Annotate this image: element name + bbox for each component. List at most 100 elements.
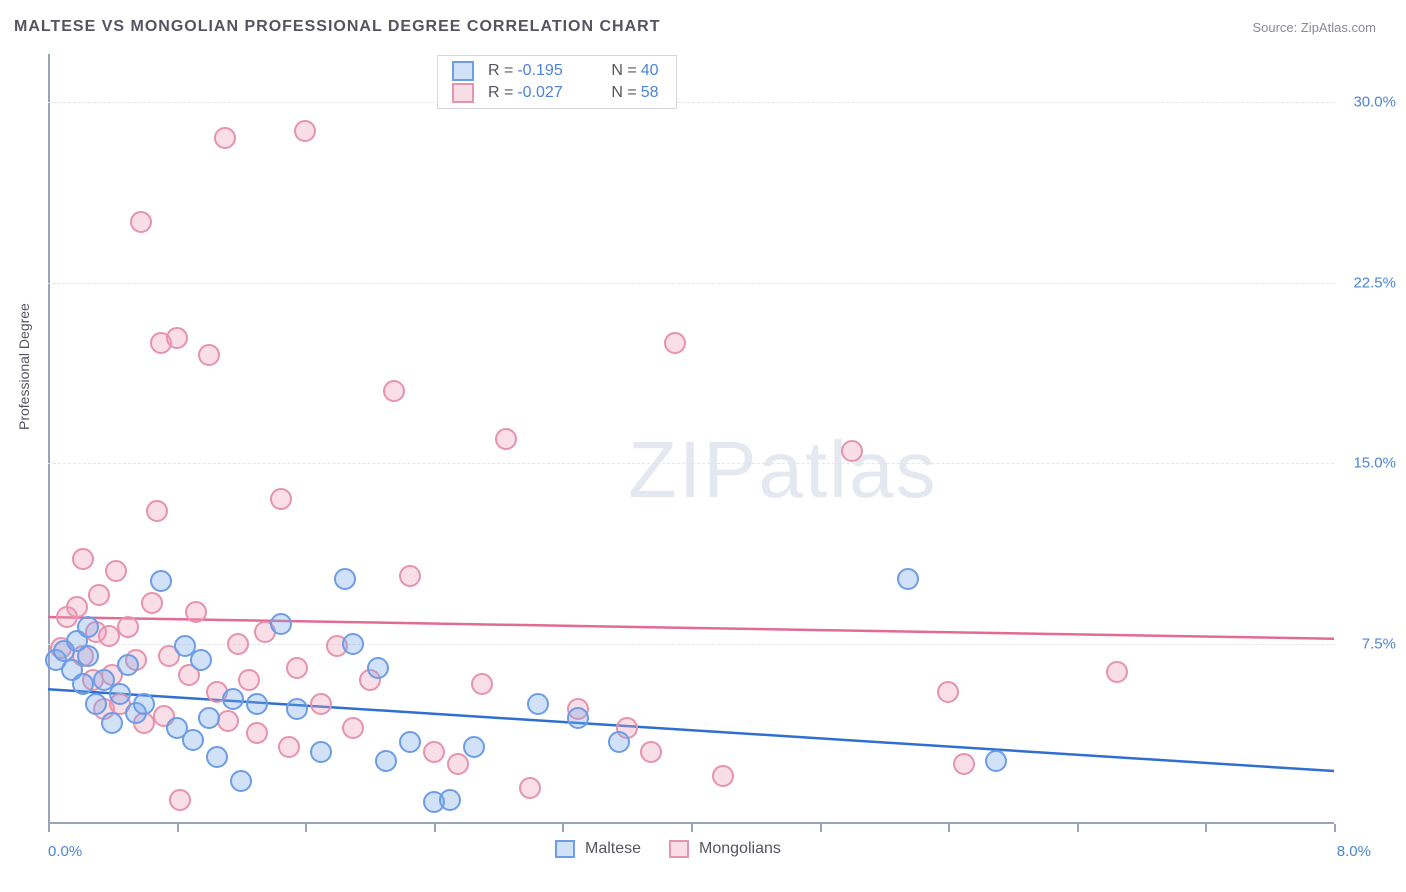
x-tick [305,824,307,832]
data-point [375,750,397,772]
x-tick [1334,824,1336,832]
data-point [190,649,212,671]
r-label: R = [488,62,513,80]
data-point [198,344,220,366]
source-attribution: Source: ZipAtlas.com [1252,20,1376,35]
data-point [101,712,123,734]
x-tick [820,824,822,832]
data-point [897,568,919,590]
data-point [222,688,244,710]
n-label: N = [611,84,636,102]
data-point [640,741,662,763]
chart-title: MALTESE VS MONGOLIAN PROFESSIONAL DEGREE… [14,18,660,36]
data-point [423,741,445,763]
data-point [146,500,168,522]
data-point [953,753,975,775]
data-point [519,777,541,799]
gridline [48,463,1334,464]
data-point [527,693,549,715]
data-point [182,729,204,751]
x-tick [562,824,564,832]
data-point [270,488,292,510]
data-point [712,765,734,787]
legend-item-maltese: Maltese [555,840,641,858]
data-point [399,565,421,587]
data-point [105,560,127,582]
r-value-maltese: -0.195 [517,62,607,80]
data-point [166,327,188,349]
data-point [130,211,152,233]
data-point [77,616,99,638]
data-point [286,698,308,720]
data-point [206,746,228,768]
data-point [198,707,220,729]
data-point [141,592,163,614]
data-point [230,770,252,792]
data-point [937,681,959,703]
x-tick [948,824,950,832]
watermark: ZIPatlas [628,424,937,516]
legend-label-maltese: Maltese [585,840,641,858]
watermark-small: atlas [758,425,937,514]
data-point [72,673,94,695]
swatch-maltese [452,61,474,81]
y-tick-label: 7.5% [1362,635,1396,652]
x-tick [1205,824,1207,832]
x-tick [177,824,179,832]
x-tick [48,824,50,832]
data-point [342,633,364,655]
y-axis [48,54,50,824]
watermark-big: ZIP [628,425,758,514]
data-point [399,731,421,753]
data-point [270,613,292,635]
swatch-mongolians-icon [669,840,689,858]
legend-row-maltese: R = -0.195 N = 40 [438,60,676,82]
r-label: R = [488,84,513,102]
n-label: N = [611,62,636,80]
scatter-plot-area: ZIPatlas 7.5%15.0%22.5%30.0% [48,54,1334,824]
data-point [342,717,364,739]
data-point [841,440,863,462]
swatch-mongolians [452,83,474,103]
r-value-mongolians: -0.027 [517,84,607,102]
legend-item-mongolians: Mongolians [669,840,781,858]
data-point [567,707,589,729]
data-point [278,736,300,758]
data-point [310,741,332,763]
x-tick [1077,824,1079,832]
x-axis-max: 8.0% [1337,843,1371,860]
correlation-legend: R = -0.195 N = 40 R = -0.027 N = 58 [437,55,677,109]
y-tick-label: 15.0% [1353,455,1396,472]
series-legend: Maltese Mongolians [555,840,781,858]
data-point [85,693,107,715]
data-point [286,657,308,679]
data-point [117,654,139,676]
data-point [367,657,389,679]
data-point [383,380,405,402]
data-point [117,616,139,638]
data-point [294,120,316,142]
n-value-maltese: 40 [641,62,659,80]
swatch-maltese-icon [555,840,575,858]
y-tick-label: 22.5% [1353,274,1396,291]
data-point [214,127,236,149]
data-point [439,789,461,811]
data-point [169,789,191,811]
data-point [447,753,469,775]
data-point [150,570,172,592]
data-point [495,428,517,450]
y-tick-label: 30.0% [1353,94,1396,111]
data-point [1106,661,1128,683]
legend-label-mongolians: Mongolians [699,840,781,858]
data-point [608,731,630,753]
x-tick [691,824,693,832]
data-point [664,332,686,354]
data-point [985,750,1007,772]
data-point [246,722,268,744]
data-point [238,669,260,691]
data-point [185,601,207,623]
data-point [471,673,493,695]
data-point [109,683,131,705]
gridline [48,102,1334,103]
x-tick [434,824,436,832]
